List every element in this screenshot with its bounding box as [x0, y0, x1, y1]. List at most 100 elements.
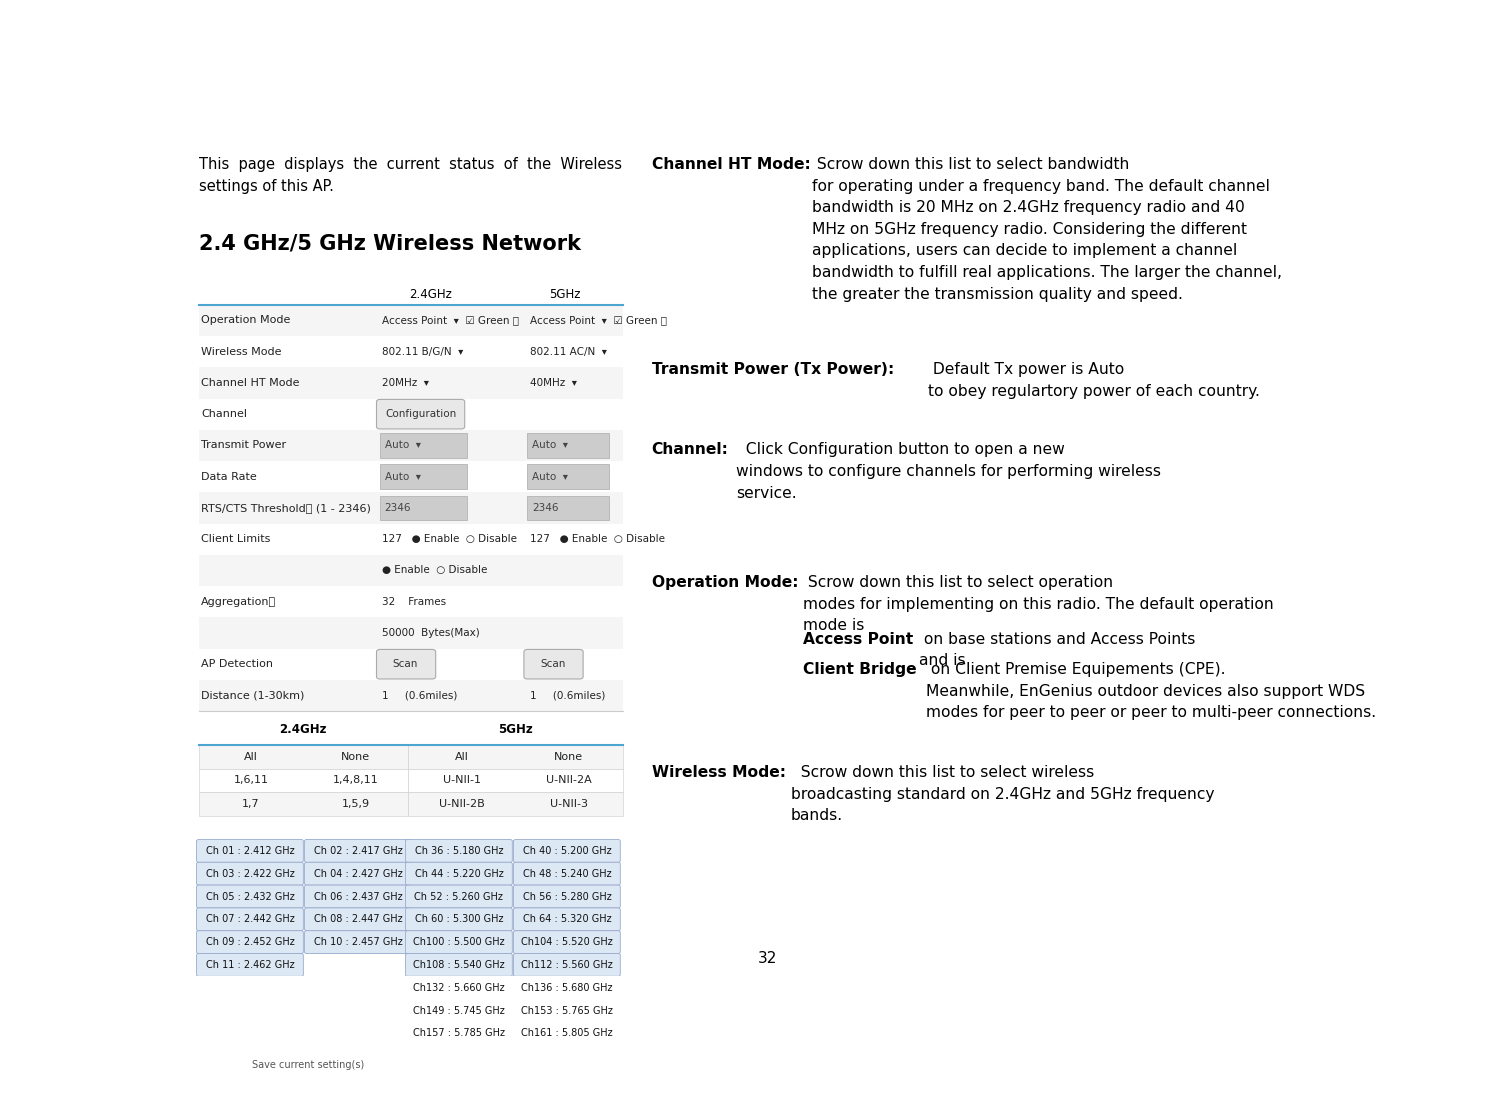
Text: ● Enable  ○ Disable: ● Enable ○ Disable	[382, 565, 488, 576]
FancyBboxPatch shape	[196, 839, 303, 862]
FancyBboxPatch shape	[514, 839, 620, 862]
FancyBboxPatch shape	[527, 464, 608, 489]
Text: All: All	[244, 751, 258, 761]
Text: Ch 10 : 2.457 GHz: Ch 10 : 2.457 GHz	[313, 937, 403, 947]
Text: Ch 07 : 2.442 GHz: Ch 07 : 2.442 GHz	[205, 914, 294, 925]
Text: Ch 01 : 2.412 GHz: Ch 01 : 2.412 GHz	[205, 846, 294, 856]
Text: Ch 03 : 2.422 GHz: Ch 03 : 2.422 GHz	[205, 869, 294, 879]
FancyBboxPatch shape	[196, 885, 303, 908]
Text: 127   ● Enable  ○ Disable: 127 ● Enable ○ Disable	[382, 534, 517, 544]
Text: 1,7: 1,7	[243, 799, 261, 808]
Text: Scrow down this list to select bandwidth
for operating under a frequency band. T: Scrow down this list to select bandwidth…	[812, 157, 1282, 302]
FancyBboxPatch shape	[514, 976, 620, 999]
FancyBboxPatch shape	[196, 862, 303, 885]
Text: Ch149 : 5.745 GHz: Ch149 : 5.745 GHz	[413, 1006, 505, 1016]
Text: RTS/CTS Thresholdⓘ (1 - 2346): RTS/CTS Thresholdⓘ (1 - 2346)	[201, 502, 372, 513]
FancyBboxPatch shape	[199, 305, 623, 336]
Text: Ch 44 : 5.220 GHz: Ch 44 : 5.220 GHz	[415, 869, 503, 879]
FancyBboxPatch shape	[376, 399, 464, 429]
Text: Click Configuration button to open a new
windows to configure channels for perfo: Click Configuration button to open a new…	[737, 442, 1161, 500]
Text: Wireless Mode: Wireless Mode	[201, 347, 282, 357]
Text: Transmit Power: Transmit Power	[201, 440, 286, 451]
FancyBboxPatch shape	[199, 367, 623, 398]
Text: 5GHz: 5GHz	[548, 287, 580, 301]
Text: Ch 11 : 2.462 GHz: Ch 11 : 2.462 GHz	[205, 960, 294, 970]
Text: Scan: Scan	[541, 659, 566, 669]
Text: 2.4GHz: 2.4GHz	[409, 287, 452, 301]
Text: Configuration: Configuration	[385, 409, 457, 419]
FancyBboxPatch shape	[199, 648, 623, 680]
Text: Ch153 : 5.765 GHz: Ch153 : 5.765 GHz	[521, 1006, 613, 1016]
Text: 1,4,8,11: 1,4,8,11	[333, 776, 379, 785]
Text: U-NII-1: U-NII-1	[442, 776, 481, 785]
Text: Auto  ▾: Auto ▾	[532, 472, 568, 482]
FancyBboxPatch shape	[406, 862, 512, 885]
Text: on Client Premise Equipements (CPE).
Meanwhile, EnGenius outdoor devices also su: on Client Premise Equipements (CPE). Mea…	[926, 663, 1375, 721]
Text: 50000  Bytes(Max): 50000 Bytes(Max)	[382, 627, 479, 638]
Text: U-NII-2B: U-NII-2B	[439, 799, 484, 808]
FancyBboxPatch shape	[199, 680, 623, 711]
Text: Save current setting(s): Save current setting(s)	[252, 1060, 364, 1070]
Text: 2346: 2346	[385, 502, 410, 513]
Text: Ch 05 : 2.432 GHz: Ch 05 : 2.432 GHz	[205, 892, 294, 902]
Text: Ch 09 : 2.452 GHz: Ch 09 : 2.452 GHz	[205, 937, 294, 947]
Text: Auto  ▾: Auto ▾	[532, 440, 568, 451]
FancyBboxPatch shape	[195, 1054, 247, 1076]
FancyBboxPatch shape	[304, 885, 412, 908]
Text: Ch 04 : 2.427 GHz: Ch 04 : 2.427 GHz	[313, 869, 403, 879]
Text: 1     (0.6miles): 1 (0.6miles)	[382, 690, 458, 701]
FancyBboxPatch shape	[304, 839, 412, 862]
FancyBboxPatch shape	[199, 586, 623, 618]
Text: 1,6,11: 1,6,11	[234, 776, 268, 785]
FancyBboxPatch shape	[527, 496, 608, 520]
Text: Ch 36 : 5.180 GHz: Ch 36 : 5.180 GHz	[415, 846, 503, 856]
Text: 32: 32	[758, 951, 777, 966]
Text: Data Rate: Data Rate	[201, 472, 258, 482]
Text: 5GHz: 5GHz	[497, 723, 533, 736]
FancyBboxPatch shape	[199, 430, 623, 461]
FancyBboxPatch shape	[406, 839, 512, 862]
Text: Auto  ▾: Auto ▾	[385, 472, 421, 482]
FancyBboxPatch shape	[514, 885, 620, 908]
FancyBboxPatch shape	[196, 908, 303, 930]
Text: 32    Frames: 32 Frames	[382, 597, 446, 607]
Text: Ch 40 : 5.200 GHz: Ch 40 : 5.200 GHz	[523, 846, 611, 856]
Text: Ch157 : 5.785 GHz: Ch157 : 5.785 GHz	[413, 1028, 505, 1039]
Text: Aggregationⓘ: Aggregationⓘ	[201, 597, 276, 607]
Text: Wireless Mode:: Wireless Mode:	[652, 766, 785, 780]
Text: Ch 60 : 5.300 GHz: Ch 60 : 5.300 GHz	[415, 914, 503, 925]
FancyBboxPatch shape	[380, 496, 467, 520]
FancyBboxPatch shape	[199, 555, 623, 586]
Text: All: All	[454, 751, 469, 761]
Text: Access Point  ▾  ☑ Green ⓘ: Access Point ▾ ☑ Green ⓘ	[382, 316, 520, 326]
FancyBboxPatch shape	[406, 999, 512, 1022]
Text: Ch 06 : 2.437 GHz: Ch 06 : 2.437 GHz	[313, 892, 403, 902]
Text: Ch 48 : 5.240 GHz: Ch 48 : 5.240 GHz	[523, 869, 611, 879]
FancyBboxPatch shape	[199, 792, 407, 816]
FancyBboxPatch shape	[199, 745, 407, 769]
FancyBboxPatch shape	[199, 336, 623, 367]
Text: Client Limits: Client Limits	[201, 534, 271, 544]
FancyBboxPatch shape	[406, 908, 512, 930]
Text: Ch 52 : 5.260 GHz: Ch 52 : 5.260 GHz	[415, 892, 503, 902]
Text: Client Bridge: Client Bridge	[803, 663, 917, 677]
Text: Scrow down this list to select operation
modes for implementing on this radio. T: Scrow down this list to select operation…	[803, 575, 1273, 633]
Text: Channel HT Mode:: Channel HT Mode:	[652, 157, 810, 172]
FancyBboxPatch shape	[199, 398, 623, 430]
Text: Default Tx power is Auto
to obey regulartory power of each country.: Default Tx power is Auto to obey regular…	[927, 362, 1260, 399]
FancyBboxPatch shape	[380, 433, 467, 457]
FancyBboxPatch shape	[514, 1022, 620, 1044]
Text: 2346: 2346	[532, 502, 559, 513]
FancyBboxPatch shape	[304, 908, 412, 930]
Text: Access Point  ▾  ☑ Green ⓘ: Access Point ▾ ☑ Green ⓘ	[530, 316, 667, 326]
Text: 40MHz  ▾: 40MHz ▾	[530, 378, 577, 388]
Text: Auto  ▾: Auto ▾	[385, 440, 421, 451]
Text: U-NII-3: U-NII-3	[550, 799, 587, 808]
FancyBboxPatch shape	[380, 464, 467, 489]
Text: Channel HT Mode: Channel HT Mode	[201, 378, 300, 388]
Text: 802.11 B/G/N  ▾: 802.11 B/G/N ▾	[382, 347, 464, 357]
Text: Operation Mode: Operation Mode	[201, 316, 291, 326]
FancyBboxPatch shape	[406, 953, 512, 976]
Text: 1     (0.6miles): 1 (0.6miles)	[530, 690, 605, 701]
FancyBboxPatch shape	[406, 976, 512, 999]
